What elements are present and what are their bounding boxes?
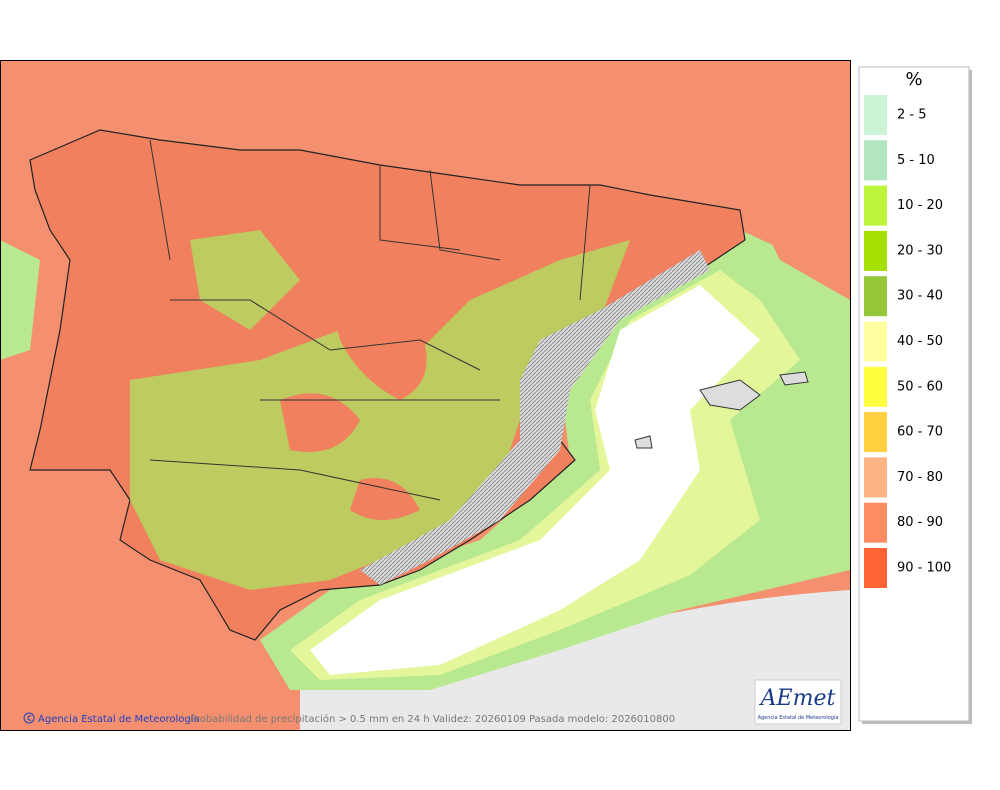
legend-label: 80 - 90: [897, 515, 943, 530]
logo-subtitle: Agencia Estatal de Meteorología: [758, 714, 839, 721]
legend-swatch: [864, 502, 887, 543]
legend-swatch: [864, 230, 887, 271]
copyright-icon-c: [27, 715, 32, 721]
legend-swatch: [864, 95, 887, 135]
legend-title: %: [905, 69, 922, 90]
north-green: [190, 230, 300, 330]
interior-red: [280, 298, 427, 520]
dry-sea: [310, 285, 760, 675]
africa: [300, 590, 850, 730]
legend-swatch: [864, 321, 887, 362]
east-relief: [360, 250, 710, 585]
map: [0, 60, 850, 730]
legend-label: 20 - 30: [897, 243, 943, 258]
legend-label: 30 - 40: [897, 289, 943, 304]
legend-label: 90 - 100: [897, 561, 951, 576]
interior-green: [130, 240, 630, 590]
legend-label: 60 - 70: [897, 425, 943, 440]
caption: Probabilidad de precipitación > 0.5 mm e…: [190, 713, 675, 725]
region-borders: [149, 139, 591, 501]
logo-box: [754, 679, 842, 725]
legend-swatch: [864, 548, 887, 588]
islands: [634, 371, 809, 449]
legend-swatch: [864, 412, 887, 453]
legend-label: 40 - 50: [897, 334, 943, 349]
atlantic-green: [0, 240, 40, 360]
copyright-icon: [23, 712, 35, 724]
legend-label: 10 - 20: [897, 198, 943, 213]
legend-swatch: [864, 185, 887, 226]
legend-swatch: [864, 457, 887, 498]
credit: Agencia Estatal de Meteorología: [38, 713, 200, 725]
map-frame: [0, 60, 851, 731]
legend-label: 2 - 5: [897, 108, 927, 123]
logo-name: AEmet: [759, 686, 836, 711]
legend-swatch: [864, 366, 887, 407]
legend-label: 5 - 10: [897, 153, 935, 168]
legend-label: 70 - 80: [897, 470, 943, 485]
legend-swatch: [864, 140, 887, 181]
legend-swatch: [864, 276, 887, 317]
france-zone: [750, 60, 850, 300]
legend-label: 50 - 60: [897, 379, 943, 394]
